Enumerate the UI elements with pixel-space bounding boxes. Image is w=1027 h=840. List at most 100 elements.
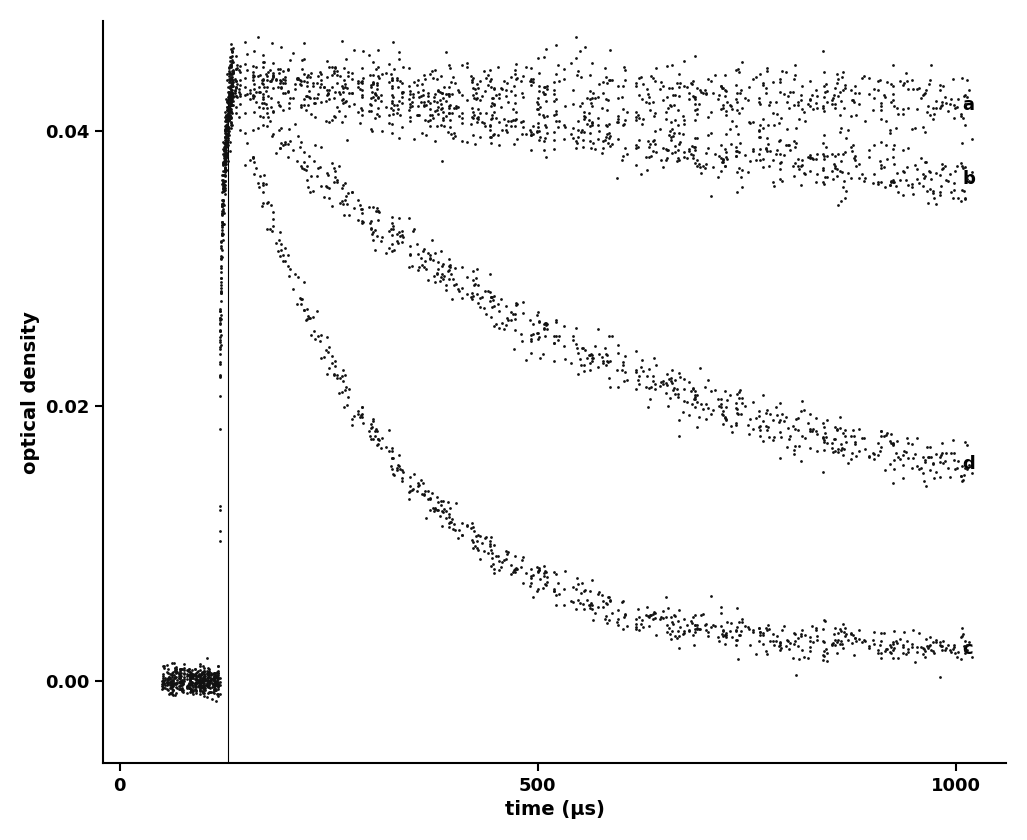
- Point: [217, 160, 233, 173]
- Point: [830, 198, 846, 212]
- Point: [414, 77, 430, 91]
- Point: [208, 687, 225, 701]
- Point: [721, 625, 737, 638]
- Point: [773, 65, 790, 78]
- Point: [422, 113, 439, 127]
- Point: [717, 410, 733, 423]
- Point: [698, 397, 715, 411]
- Point: [535, 108, 551, 121]
- Point: [800, 97, 816, 111]
- Point: [187, 662, 203, 675]
- Point: [378, 441, 394, 454]
- Point: [390, 102, 407, 116]
- Point: [604, 606, 620, 620]
- Point: [836, 101, 852, 114]
- Point: [581, 585, 598, 598]
- Point: [755, 434, 771, 448]
- Point: [814, 417, 831, 430]
- Point: [319, 71, 336, 84]
- Point: [182, 681, 198, 695]
- Point: [218, 118, 234, 132]
- Point: [210, 666, 226, 680]
- Point: [219, 113, 235, 126]
- Point: [450, 84, 466, 97]
- Point: [933, 448, 949, 461]
- Point: [853, 432, 870, 445]
- Point: [687, 622, 703, 635]
- Point: [384, 444, 401, 458]
- Point: [195, 671, 212, 685]
- Point: [598, 359, 614, 372]
- Point: [835, 617, 851, 631]
- Point: [217, 146, 233, 160]
- Point: [213, 261, 229, 275]
- Point: [365, 76, 381, 90]
- Point: [426, 94, 443, 108]
- Point: [168, 674, 185, 687]
- Point: [215, 234, 231, 247]
- Point: [182, 679, 198, 692]
- Point: [786, 638, 802, 651]
- Point: [422, 253, 439, 266]
- Point: [336, 61, 352, 75]
- Point: [180, 680, 196, 694]
- Point: [181, 681, 197, 695]
- Point: [220, 132, 236, 145]
- Point: [836, 81, 852, 94]
- Point: [719, 152, 735, 165]
- Point: [187, 672, 203, 685]
- Point: [299, 89, 315, 102]
- Point: [583, 574, 600, 587]
- Point: [294, 297, 310, 310]
- Point: [173, 663, 189, 676]
- Point: [195, 680, 212, 694]
- Point: [206, 670, 223, 684]
- Point: [878, 642, 895, 655]
- Point: [183, 666, 199, 680]
- Point: [832, 637, 848, 650]
- Point: [182, 670, 198, 684]
- Point: [933, 185, 949, 198]
- Point: [405, 90, 421, 103]
- Point: [535, 347, 551, 360]
- Point: [698, 617, 715, 630]
- Point: [384, 81, 401, 95]
- Point: [866, 167, 882, 181]
- Point: [274, 138, 291, 151]
- Point: [602, 595, 618, 608]
- Point: [458, 135, 474, 149]
- Point: [447, 129, 463, 143]
- Point: [213, 328, 229, 342]
- Point: [346, 43, 363, 56]
- Point: [820, 413, 836, 427]
- Point: [476, 64, 492, 77]
- Point: [176, 664, 192, 677]
- Point: [221, 102, 237, 116]
- Point: [684, 397, 700, 411]
- Point: [718, 84, 734, 97]
- Point: [217, 150, 233, 163]
- Point: [523, 334, 539, 348]
- Point: [687, 132, 703, 145]
- Point: [802, 150, 819, 164]
- Point: [334, 370, 350, 383]
- Point: [385, 103, 402, 117]
- Point: [681, 87, 697, 100]
- Point: [703, 621, 720, 634]
- Point: [309, 329, 326, 343]
- Point: [471, 107, 488, 120]
- Point: [292, 141, 308, 155]
- Point: [896, 165, 912, 179]
- Point: [206, 686, 223, 700]
- Point: [563, 128, 579, 141]
- Point: [679, 395, 695, 408]
- Point: [483, 559, 499, 573]
- Point: [954, 475, 971, 488]
- Point: [937, 91, 953, 104]
- Point: [187, 679, 203, 692]
- Point: [312, 160, 329, 174]
- Point: [441, 106, 457, 119]
- Point: [683, 147, 699, 160]
- Point: [616, 608, 633, 622]
- Point: [575, 597, 592, 611]
